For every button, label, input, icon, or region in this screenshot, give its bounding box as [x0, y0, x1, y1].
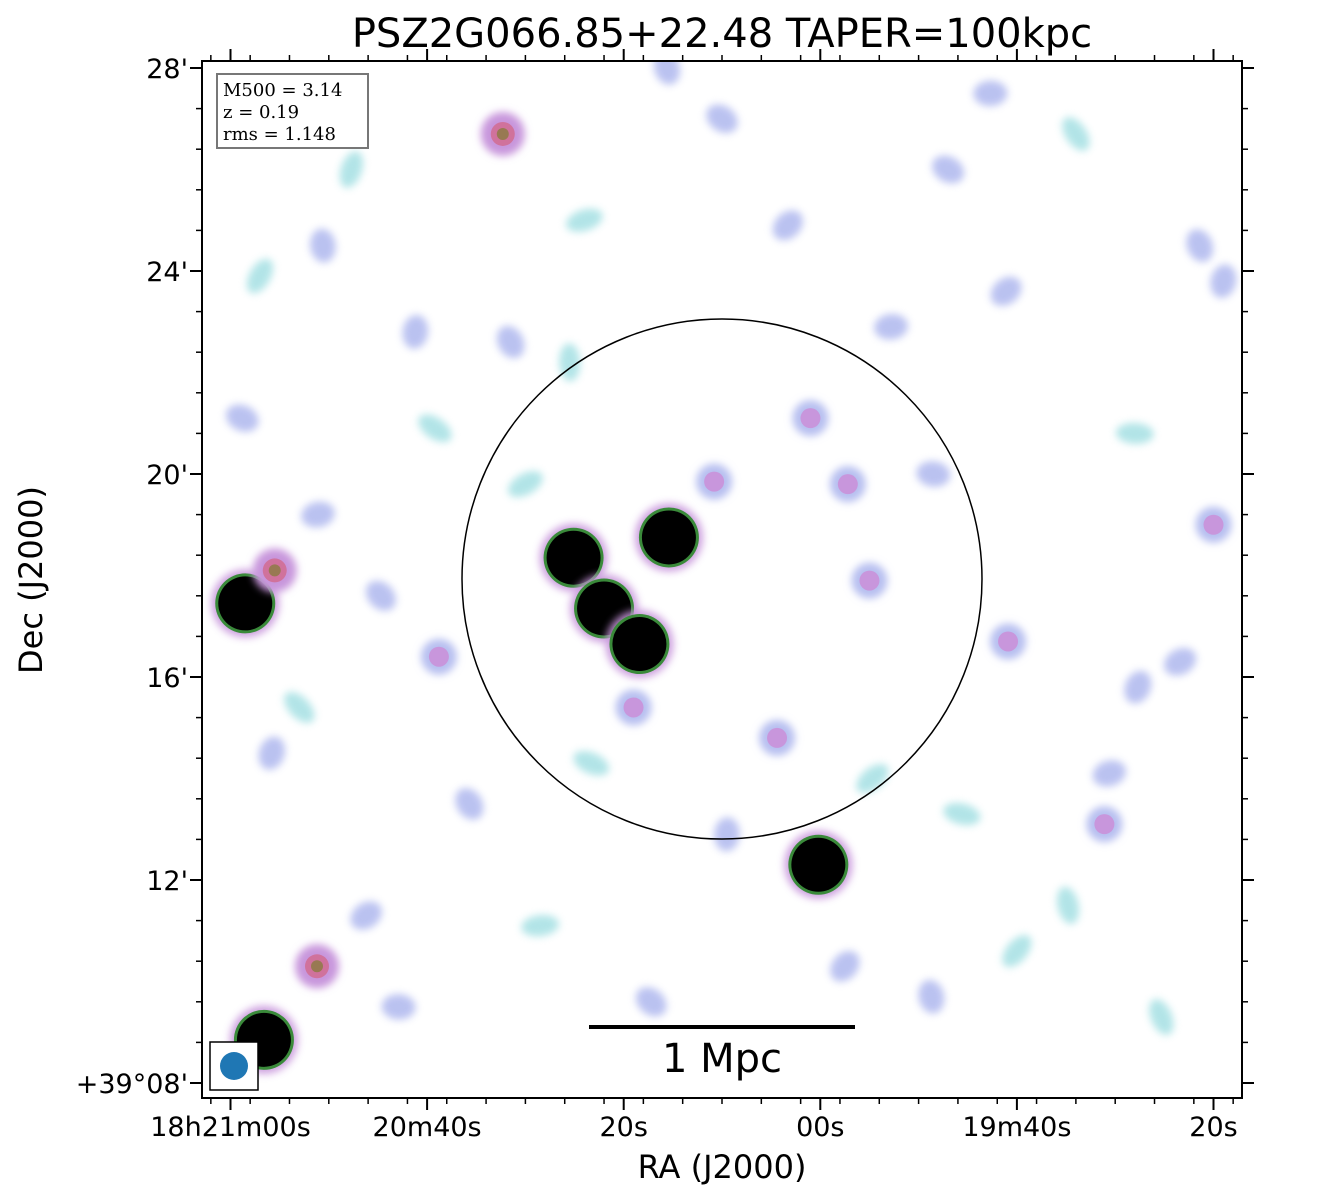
emission-source: [1210, 264, 1237, 298]
emission-source: [1149, 999, 1174, 1035]
emission-source: [402, 314, 429, 349]
x-tick-label: 20m40s: [373, 1112, 482, 1143]
beam-ellipse: [220, 1052, 248, 1080]
emission-source: [246, 258, 274, 294]
emission-source: [1092, 760, 1126, 787]
scale-bar-label: 1 Mpc: [662, 1036, 782, 1082]
emission-source: [365, 580, 396, 611]
info-rms: rms = 1.148: [223, 124, 336, 145]
emission-source: [573, 750, 610, 776]
emission-source: [1062, 117, 1090, 151]
y-tick-label: 16': [146, 663, 188, 694]
y-tick-label: +39°08': [76, 1069, 188, 1100]
info-redshift: z = 0.19: [223, 102, 299, 123]
emission-source: [706, 104, 738, 134]
emission-source: [295, 944, 340, 989]
y-tick-label: 12': [146, 866, 188, 897]
emission-source: [1186, 229, 1214, 263]
emission-source: [772, 210, 803, 241]
cluster-aperture-circle: [461, 318, 983, 840]
scale-bar: 1 Mpc: [589, 1025, 855, 1082]
emission-source: [634, 503, 703, 572]
emission-source: [990, 623, 1027, 660]
y-tick-labels: +39°08' 12' 16' 20' 24' 28': [76, 54, 188, 1100]
emission-source: [829, 466, 866, 503]
x-tick-label: 20s: [599, 1112, 647, 1143]
emission-source: [1056, 886, 1080, 925]
emission-source: [1086, 806, 1123, 843]
x-axis-label: RA (J2000): [638, 1148, 807, 1186]
x-tick-labels: 18h21m00s 20m40s 20s 00s 19m40s 20s: [150, 1112, 1238, 1143]
emission-source: [1002, 935, 1032, 968]
emission-source: [714, 817, 740, 852]
emission-source: [851, 562, 888, 599]
emission-source: [310, 228, 336, 263]
emission-source: [874, 314, 909, 340]
emission-source: [539, 523, 608, 592]
emission-source: [1124, 670, 1152, 704]
x-tick-label: 18h21m00s: [150, 1112, 311, 1143]
emission-source: [284, 691, 315, 723]
emission-source: [301, 501, 335, 528]
emission-source: [932, 155, 965, 184]
emission-source: [759, 719, 796, 756]
emission-source: [211, 569, 280, 638]
emission-source: [943, 802, 981, 826]
plot-frame: [201, 60, 1243, 1099]
emission-source: [420, 638, 457, 675]
emission-source: [1195, 506, 1232, 543]
beam-indicator: [209, 1041, 259, 1091]
x-tick-label: 00s: [796, 1112, 844, 1143]
emission-source: [653, 61, 681, 85]
emission-source: [916, 461, 951, 487]
emission-source: [381, 994, 416, 1020]
emission-source: [696, 463, 733, 500]
emission-source: [508, 471, 543, 498]
emission-source: [973, 80, 1008, 107]
emission-source: [1163, 647, 1197, 676]
emission-source: [455, 788, 484, 820]
chart-title: PSZ2G066.85+22.48 TAPER=100kpc: [352, 11, 1092, 57]
emission-source: [225, 404, 259, 432]
emission-map: [211, 61, 1237, 1074]
y-tick-label: 20': [146, 460, 188, 491]
emission-source: [792, 400, 829, 437]
emission-source: [480, 111, 525, 156]
y-axis-label: Dec (J2000): [12, 486, 50, 674]
emission-source: [521, 914, 560, 937]
emission-source: [350, 901, 382, 930]
emission-source: [784, 830, 853, 899]
emission-source: [1115, 422, 1154, 444]
emission-source: [918, 979, 945, 1014]
emission-source: [990, 276, 1022, 306]
emission-source: [418, 414, 452, 443]
info-m500: M500 = 3.14: [223, 80, 342, 101]
emission-source: [339, 151, 364, 188]
y-tick-label: 24': [146, 257, 188, 288]
emission-source: [856, 764, 889, 793]
x-tick-label: 19m40s: [962, 1112, 1071, 1143]
emission-source: [605, 610, 674, 679]
emission-source: [496, 325, 525, 359]
emission-source: [258, 736, 286, 770]
emission-source: [566, 208, 603, 232]
y-tick-label: 28': [146, 54, 188, 85]
x-tick-label: 20s: [1189, 1112, 1237, 1143]
emission-source: [830, 950, 860, 982]
emission-source: [252, 548, 297, 593]
axis-ticks: [190, 49, 1254, 1110]
cluster-info-box: M500 = 3.14 z = 0.19 rms = 1.148: [216, 73, 369, 149]
emission-source: [635, 987, 667, 1017]
emission-source: [615, 689, 652, 726]
